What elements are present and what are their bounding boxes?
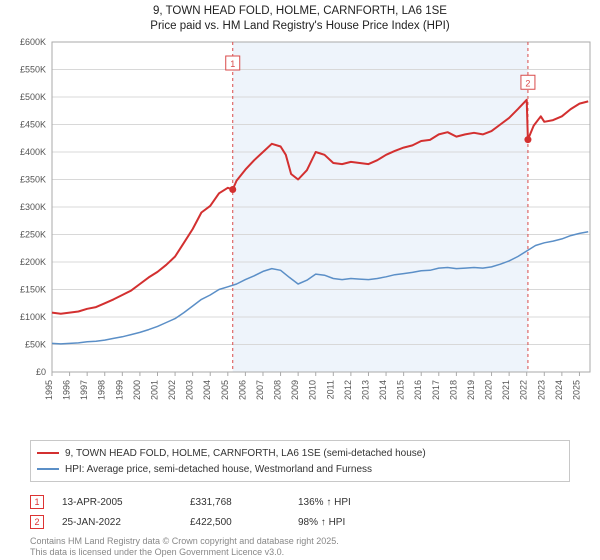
marker-date-1: 13-APR-2005 <box>62 497 172 508</box>
svg-text:£200K: £200K <box>20 257 46 267</box>
marker-pct-1: 136% ↑ HPI <box>298 497 351 508</box>
svg-text:£600K: £600K <box>20 37 46 47</box>
svg-text:1998: 1998 <box>97 380 107 400</box>
svg-text:£450K: £450K <box>20 120 46 130</box>
title-line-2: Price paid vs. HM Land Registry's House … <box>0 19 600 34</box>
marker-badge-2: 2 <box>30 515 44 529</box>
svg-text:£250K: £250K <box>20 230 46 240</box>
svg-text:£550K: £550K <box>20 65 46 75</box>
svg-text:1997: 1997 <box>79 380 89 400</box>
chart-titles: 9, TOWN HEAD FOLD, HOLME, CARNFORTH, LA6… <box>0 0 600 34</box>
chart-container: 9, TOWN HEAD FOLD, HOLME, CARNFORTH, LA6… <box>0 0 600 560</box>
svg-text:2001: 2001 <box>149 380 159 400</box>
legend-item-hpi: HPI: Average price, semi-detached house,… <box>37 461 563 477</box>
svg-text:2005: 2005 <box>220 380 230 400</box>
svg-text:2021: 2021 <box>501 380 511 400</box>
svg-text:2010: 2010 <box>308 380 318 400</box>
svg-text:2018: 2018 <box>448 380 458 400</box>
svg-text:2006: 2006 <box>237 380 247 400</box>
legend-label-property: 9, TOWN HEAD FOLD, HOLME, CARNFORTH, LA6… <box>65 448 426 459</box>
legend: 9, TOWN HEAD FOLD, HOLME, CARNFORTH, LA6… <box>30 440 570 482</box>
svg-text:2013: 2013 <box>360 380 370 400</box>
svg-text:2008: 2008 <box>273 380 283 400</box>
svg-text:2024: 2024 <box>554 380 564 400</box>
markers-table: 1 13-APR-2005 £331,768 136% ↑ HPI 2 25-J… <box>30 492 570 532</box>
svg-text:1995: 1995 <box>44 380 54 400</box>
footer-line-1: Contains HM Land Registry data © Crown c… <box>30 536 339 547</box>
marker-pct-2: 98% ↑ HPI <box>298 517 345 528</box>
svg-text:2022: 2022 <box>519 380 529 400</box>
svg-text:£0: £0 <box>36 367 46 377</box>
svg-text:2: 2 <box>525 78 530 88</box>
marker-row-2: 2 25-JAN-2022 £422,500 98% ↑ HPI <box>30 512 570 532</box>
chart-svg: £0 £50K £100K £150K £200K £250K £300K £350K £400… <box>0 36 600 412</box>
svg-text:£500K: £500K <box>20 92 46 102</box>
svg-text:2016: 2016 <box>413 380 423 400</box>
marker-price-1: £331,768 <box>190 497 280 508</box>
svg-text:2025: 2025 <box>571 380 581 400</box>
svg-text:2011: 2011 <box>325 380 335 399</box>
svg-text:£50K: £50K <box>25 340 46 350</box>
svg-text:2004: 2004 <box>202 380 212 400</box>
svg-text:£150K: £150K <box>20 285 46 295</box>
footer-line-2: This data is licensed under the Open Gov… <box>30 547 339 558</box>
marker-date-2: 25-JAN-2022 <box>62 517 172 528</box>
marker-badge-1: 1 <box>30 495 44 509</box>
legend-swatch-property <box>37 452 59 454</box>
svg-text:£400K: £400K <box>20 147 46 157</box>
svg-text:£350K: £350K <box>20 175 46 185</box>
title-line-1: 9, TOWN HEAD FOLD, HOLME, CARNFORTH, LA6… <box>0 4 600 19</box>
svg-text:£300K: £300K <box>20 202 46 212</box>
svg-text:1996: 1996 <box>62 380 72 400</box>
svg-text:2014: 2014 <box>378 380 388 400</box>
chart-area: £0 £50K £100K £150K £200K £250K £300K £350K £400… <box>0 36 600 412</box>
svg-text:£100K: £100K <box>20 312 46 322</box>
svg-text:2002: 2002 <box>167 380 177 400</box>
svg-text:2019: 2019 <box>466 380 476 400</box>
marker-price-2: £422,500 <box>190 517 280 528</box>
marker-row-1: 1 13-APR-2005 £331,768 136% ↑ HPI <box>30 492 570 512</box>
legend-swatch-hpi <box>37 468 59 470</box>
svg-text:2023: 2023 <box>536 380 546 400</box>
svg-text:2015: 2015 <box>396 380 406 400</box>
svg-text:2007: 2007 <box>255 380 265 400</box>
svg-text:1999: 1999 <box>114 380 124 400</box>
svg-text:2017: 2017 <box>431 380 441 400</box>
footer: Contains HM Land Registry data © Crown c… <box>30 536 339 559</box>
svg-text:2012: 2012 <box>343 380 353 400</box>
svg-text:2003: 2003 <box>185 380 195 400</box>
svg-text:2000: 2000 <box>132 380 142 400</box>
legend-label-hpi: HPI: Average price, semi-detached house,… <box>65 464 372 475</box>
svg-text:1: 1 <box>230 59 235 69</box>
svg-text:2020: 2020 <box>484 380 494 400</box>
svg-text:2009: 2009 <box>290 380 300 400</box>
legend-item-property: 9, TOWN HEAD FOLD, HOLME, CARNFORTH, LA6… <box>37 445 563 461</box>
